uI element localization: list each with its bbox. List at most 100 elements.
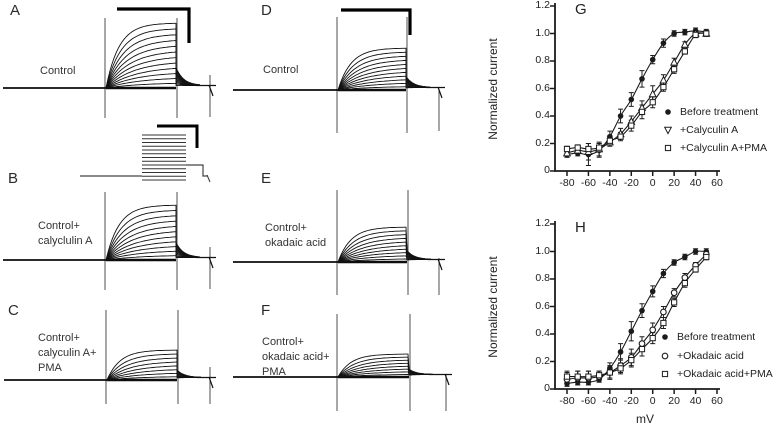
current-trace	[337, 226, 431, 263]
marker-open-square	[681, 48, 688, 55]
h-y-tick-0.4: 0.4	[535, 327, 550, 339]
marker-open-square	[638, 346, 646, 353]
legend-item-h-2: +Okadaic acid	[659, 350, 744, 362]
trace-panel-E	[233, 190, 445, 295]
plot-g-letter: G	[575, 1, 587, 18]
marker-open-square	[606, 369, 613, 376]
panel-label-B: B	[8, 170, 19, 187]
trace-panel-F	[233, 314, 452, 411]
panel-caption-C-line2: calyculin A+	[38, 347, 97, 359]
inset-scale-bar	[157, 124, 199, 148]
marker-open-triangle	[648, 89, 657, 98]
marker-filled-circle	[682, 29, 688, 35]
marker-open-triangle	[562, 148, 572, 157]
marker-open-circle	[670, 289, 678, 297]
legend-filled-circle-icon	[665, 109, 671, 115]
marker-filled-circle	[649, 56, 656, 63]
trace-panel-A	[3, 7, 216, 118]
marker-open-square	[649, 335, 656, 342]
g-x-tick--60: -60	[580, 177, 597, 189]
marker-open-square	[585, 145, 592, 153]
panel-label-C: C	[8, 302, 20, 319]
g-y-tick-0.4: 0.4	[535, 109, 550, 121]
h-x-tick--60: -60	[580, 395, 597, 407]
end-artifact	[208, 84, 214, 97]
g-x-tick-20: 20	[668, 177, 680, 189]
legend-label: +Calyculin A+PMA	[680, 142, 767, 154]
marker-open-triangle	[680, 39, 689, 48]
plot-h-letter: H	[575, 219, 586, 236]
plot-h-x-axis-label: mV	[636, 412, 654, 426]
end-artifact	[444, 373, 450, 386]
end-artifact	[208, 256, 214, 269]
panel-caption-F-line3: PMA	[262, 366, 286, 378]
panel-label-E: E	[261, 170, 272, 187]
h-y-tick-0: 0	[544, 382, 550, 394]
g-x-tick-40: 40	[689, 177, 702, 189]
current-trace	[337, 47, 431, 91]
fit-curve	[566, 250, 707, 385]
h-x-tick--80: -80	[559, 395, 575, 407]
marker-filled-circle	[617, 113, 624, 119]
legend-filled-circle-icon	[662, 334, 668, 340]
g-y-tick-0.8: 0.8	[535, 54, 550, 66]
marker-open-circle	[638, 340, 646, 347]
g-x-tick-0: 0	[649, 177, 656, 189]
end-artifact	[437, 86, 443, 99]
g-x-tick--80: -80	[559, 177, 575, 189]
h-x-tick--20: -20	[623, 395, 639, 407]
marker-open-triangle	[670, 57, 679, 66]
scale-bar	[117, 7, 191, 43]
h-x-tick--40: -40	[602, 395, 618, 407]
current-trace	[105, 28, 201, 89]
panel-caption-F-line2: okadaic acid+	[262, 351, 330, 363]
panel-caption-A-line1: Control	[40, 65, 76, 77]
marker-filled-circle	[617, 349, 624, 355]
h-x-tick-20: 20	[668, 395, 680, 407]
marker-filled-circle	[671, 259, 677, 266]
panel-caption-D-line1: Control	[263, 64, 299, 76]
legend-label: Before treatment	[680, 106, 759, 118]
panel-label-F: F	[261, 302, 271, 319]
scale-bar	[341, 8, 412, 35]
marker-filled-circle	[660, 40, 667, 46]
plot-G	[550, 3, 720, 176]
panel-caption-B-line1: Control+	[38, 220, 80, 232]
marker-open-square	[574, 373, 581, 380]
marker-filled-circle	[692, 248, 699, 255]
legend-item-g-3: +Calyculin A+PMA	[662, 142, 767, 154]
legend-open-circle-icon	[661, 352, 669, 360]
h-y-tick-1.0: 1.0	[535, 244, 550, 257]
marker-open-square	[703, 253, 710, 261]
g-y-tick-1.2: 1.2	[535, 0, 550, 11]
marker-open-square	[638, 108, 646, 115]
marker-open-square	[649, 99, 656, 106]
marker-open-square	[596, 372, 603, 379]
panel-caption-E-line2: okadaic acid	[265, 237, 327, 249]
current-trace	[337, 248, 431, 263]
panel-label-D: D	[261, 2, 273, 19]
legend-item-h-3: +Okadaic acid+PMA	[659, 368, 773, 380]
h-x-tick-60: 60	[711, 395, 723, 407]
marker-open-circle	[681, 274, 689, 281]
legend-item-g-1: Before treatment	[662, 106, 758, 118]
marker-open-square	[596, 144, 603, 151]
h-x-tick-0: 0	[649, 395, 656, 407]
panel-caption-E-line1: Control+	[265, 222, 307, 234]
marker-open-square	[660, 319, 667, 327]
plot-h-y-axis-label: Normalized current	[486, 256, 500, 358]
marker-open-square	[606, 137, 613, 144]
legend-label: +Calyculin A	[680, 124, 739, 136]
g-y-tick-0.6: 0.6	[535, 81, 550, 94]
marker-open-square	[692, 266, 699, 273]
legend-open-square-icon	[661, 370, 669, 378]
marker-filled-circle	[628, 96, 635, 103]
legend-open-triangle-icon	[663, 126, 673, 135]
h-y-tick-0.2: 0.2	[535, 354, 550, 367]
marker-open-square	[703, 30, 710, 37]
marker-open-square	[660, 84, 667, 91]
marker-filled-circle	[682, 254, 688, 260]
g-x-tick-60: 60	[711, 177, 723, 189]
